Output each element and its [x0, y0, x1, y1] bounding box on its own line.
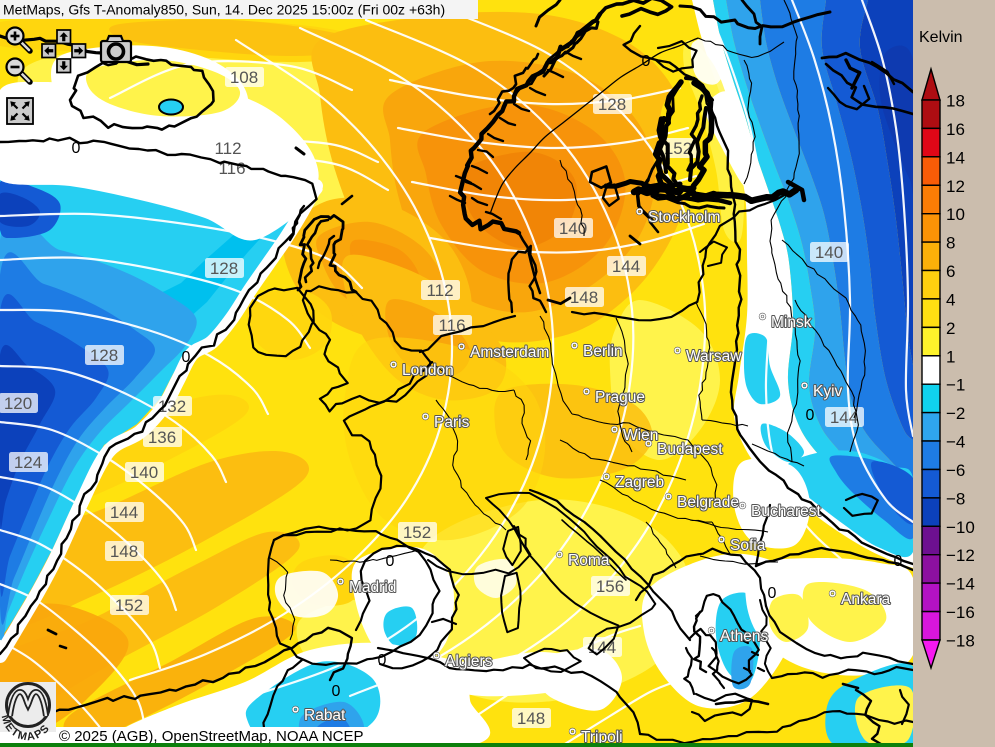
svg-text:−12: −12: [946, 546, 975, 565]
svg-text:120: 120: [4, 394, 32, 413]
svg-text:144: 144: [110, 503, 138, 522]
svg-text:Berlin: Berlin: [583, 343, 623, 360]
svg-text:Wien: Wien: [623, 427, 658, 444]
svg-text:0: 0: [894, 553, 903, 570]
svg-text:0: 0: [806, 407, 815, 424]
svg-text:0: 0: [72, 140, 81, 157]
svg-text:−18: −18: [946, 632, 975, 651]
svg-text:0: 0: [378, 652, 387, 669]
svg-text:16: 16: [946, 120, 965, 139]
svg-text:Rabat: Rabat: [304, 707, 346, 724]
svg-text:0: 0: [182, 349, 191, 366]
svg-text:4: 4: [946, 290, 955, 309]
svg-text:140: 140: [130, 463, 158, 482]
svg-text:18: 18: [946, 92, 965, 111]
svg-text:0: 0: [642, 53, 651, 70]
svg-text:144: 144: [612, 257, 640, 276]
svg-text:108: 108: [230, 68, 258, 87]
svg-text:Warsaw: Warsaw: [686, 348, 742, 365]
svg-text:Stockholm: Stockholm: [648, 209, 720, 226]
svg-text:152: 152: [403, 523, 431, 542]
svg-text:MetMaps, Gfs T-Anomaly850, Sun: MetMaps, Gfs T-Anomaly850, Sun, 14. Dec …: [3, 2, 445, 18]
svg-text:8: 8: [946, 234, 955, 253]
svg-text:2: 2: [946, 319, 955, 338]
svg-text:148: 148: [110, 542, 138, 561]
svg-text:14: 14: [946, 148, 965, 167]
svg-text:140: 140: [559, 219, 587, 238]
svg-text:6: 6: [946, 262, 955, 281]
svg-text:Roma: Roma: [568, 552, 610, 569]
svg-text:Kyiv: Kyiv: [813, 383, 843, 400]
svg-text:0: 0: [386, 553, 395, 570]
svg-text:Budapest: Budapest: [657, 441, 723, 458]
svg-text:−14: −14: [946, 575, 975, 594]
svg-text:Algiers: Algiers: [445, 653, 493, 670]
svg-text:Paris: Paris: [434, 414, 470, 431]
svg-text:Tripoli: Tripoli: [581, 729, 623, 746]
svg-text:Sofia: Sofia: [730, 537, 766, 554]
svg-text:1: 1: [946, 347, 955, 366]
svg-text:London: London: [402, 362, 454, 379]
svg-text:112: 112: [214, 139, 241, 158]
svg-text:124: 124: [14, 453, 42, 472]
svg-text:136: 136: [148, 428, 176, 447]
svg-text:Madrid: Madrid: [349, 579, 396, 596]
svg-text:Belgrade: Belgrade: [677, 494, 739, 511]
svg-text:−8: −8: [946, 489, 965, 508]
svg-text:−10: −10: [946, 518, 975, 537]
svg-text:−6: −6: [946, 461, 965, 480]
svg-text:132: 132: [158, 397, 186, 416]
svg-text:Amsterdam: Amsterdam: [470, 344, 549, 361]
svg-text:152: 152: [664, 139, 692, 158]
svg-text:Kelvin: Kelvin: [919, 29, 963, 46]
svg-text:10: 10: [946, 205, 965, 224]
svg-text:0: 0: [768, 585, 777, 602]
svg-text:148: 148: [517, 709, 545, 728]
svg-text:Prague: Prague: [595, 389, 645, 406]
svg-text:116: 116: [438, 316, 465, 335]
svg-text:Bucharest: Bucharest: [751, 503, 821, 520]
svg-text:−4: −4: [946, 433, 965, 452]
svg-text:128: 128: [210, 259, 238, 278]
svg-text:12: 12: [946, 177, 965, 196]
svg-text:−1: −1: [946, 376, 965, 395]
svg-text:0: 0: [332, 683, 341, 700]
svg-text:−2: −2: [946, 404, 965, 423]
svg-text:148: 148: [570, 288, 598, 307]
svg-text:Ankara: Ankara: [841, 591, 890, 608]
svg-text:156: 156: [596, 577, 624, 596]
svg-text:Athens: Athens: [720, 628, 769, 645]
svg-text:112: 112: [426, 281, 453, 300]
svg-text:152: 152: [115, 596, 143, 615]
svg-text:Minsk: Minsk: [771, 314, 812, 331]
svg-text:128: 128: [598, 95, 626, 114]
svg-text:128: 128: [90, 346, 118, 365]
svg-text:−16: −16: [946, 603, 975, 622]
svg-text:Zagreb: Zagreb: [615, 474, 664, 491]
svg-text:144: 144: [830, 408, 858, 427]
svg-text:© 2025 (AGB), OpenStreetMap, N: © 2025 (AGB), OpenStreetMap, NOAA NCEP: [59, 728, 364, 745]
svg-text:140: 140: [815, 243, 843, 262]
